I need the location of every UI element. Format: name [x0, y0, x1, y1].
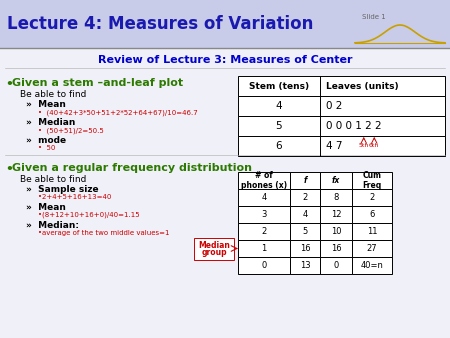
- Text: Median: Median: [198, 241, 230, 250]
- Text: »  Sample size: » Sample size: [26, 185, 99, 194]
- FancyBboxPatch shape: [290, 206, 320, 223]
- Text: 2: 2: [302, 193, 308, 202]
- FancyBboxPatch shape: [238, 76, 445, 96]
- Text: 4: 4: [276, 101, 282, 111]
- Text: group: group: [201, 248, 227, 257]
- FancyBboxPatch shape: [238, 172, 290, 189]
- Text: 2: 2: [261, 227, 266, 236]
- FancyBboxPatch shape: [194, 238, 234, 260]
- FancyBboxPatch shape: [352, 206, 392, 223]
- Text: 4: 4: [261, 193, 266, 202]
- Text: »  Median:: » Median:: [26, 221, 79, 230]
- FancyBboxPatch shape: [352, 172, 392, 189]
- Text: •(8+12+10+16+0)/40=1.15: •(8+12+10+16+0)/40=1.15: [38, 212, 140, 218]
- Text: Review of Lecture 3: Measures of Center: Review of Lecture 3: Measures of Center: [98, 55, 352, 65]
- Text: 6th: 6th: [369, 143, 379, 148]
- Text: 6: 6: [276, 141, 282, 151]
- Text: 27: 27: [367, 244, 377, 253]
- Text: »  mode: » mode: [26, 136, 66, 145]
- Text: 6: 6: [369, 210, 375, 219]
- Text: 1: 1: [261, 244, 266, 253]
- Text: 4 7: 4 7: [326, 141, 342, 151]
- Text: fx: fx: [332, 176, 340, 185]
- Text: 11: 11: [367, 227, 377, 236]
- FancyBboxPatch shape: [320, 240, 352, 257]
- FancyBboxPatch shape: [238, 136, 445, 156]
- Text: 5th: 5th: [359, 143, 369, 148]
- Text: •: •: [5, 78, 13, 91]
- Text: 16: 16: [331, 244, 341, 253]
- Text: Stem (tens): Stem (tens): [249, 81, 309, 91]
- Text: 0 0 0 1 2 2: 0 0 0 1 2 2: [326, 121, 382, 131]
- FancyBboxPatch shape: [238, 116, 445, 136]
- Text: »  Mean: » Mean: [26, 100, 66, 109]
- Text: 0: 0: [261, 261, 266, 270]
- Text: •average of the two middle values=1: •average of the two middle values=1: [38, 230, 170, 236]
- Text: f: f: [303, 176, 307, 185]
- FancyBboxPatch shape: [352, 223, 392, 240]
- FancyBboxPatch shape: [320, 223, 352, 240]
- Text: 12: 12: [331, 210, 341, 219]
- Text: 16: 16: [300, 244, 310, 253]
- Text: 0: 0: [333, 261, 338, 270]
- Text: •  50: • 50: [38, 145, 55, 151]
- FancyBboxPatch shape: [0, 0, 450, 48]
- FancyBboxPatch shape: [290, 223, 320, 240]
- FancyBboxPatch shape: [320, 206, 352, 223]
- FancyBboxPatch shape: [352, 240, 392, 257]
- Text: 10: 10: [331, 227, 341, 236]
- FancyBboxPatch shape: [352, 189, 392, 206]
- FancyBboxPatch shape: [290, 172, 320, 189]
- Text: »  Mean: » Mean: [26, 203, 66, 212]
- FancyBboxPatch shape: [290, 257, 320, 274]
- FancyBboxPatch shape: [352, 257, 392, 274]
- FancyBboxPatch shape: [238, 96, 445, 116]
- FancyBboxPatch shape: [238, 240, 290, 257]
- FancyBboxPatch shape: [320, 189, 352, 206]
- Text: Slide 1: Slide 1: [362, 14, 386, 20]
- Text: Be able to find: Be able to find: [20, 175, 86, 184]
- Text: Leaves (units): Leaves (units): [326, 81, 399, 91]
- Text: Given a stem –and-leaf plot: Given a stem –and-leaf plot: [12, 78, 183, 88]
- FancyBboxPatch shape: [238, 189, 290, 206]
- Text: 5: 5: [302, 227, 308, 236]
- Text: •  (40+42+3*50+51+2*52+64+67)/10=46.7: • (40+42+3*50+51+2*52+64+67)/10=46.7: [38, 109, 198, 116]
- FancyBboxPatch shape: [290, 240, 320, 257]
- FancyBboxPatch shape: [290, 189, 320, 206]
- Text: •2+4+5+16+13=40: •2+4+5+16+13=40: [38, 194, 112, 200]
- Text: 3: 3: [261, 210, 267, 219]
- Text: Cum
Freq: Cum Freq: [362, 171, 382, 190]
- Text: »  Median: » Median: [26, 118, 76, 127]
- FancyBboxPatch shape: [238, 223, 290, 240]
- Text: •: •: [5, 163, 13, 176]
- Text: Given a regular frequency distribution: Given a regular frequency distribution: [12, 163, 252, 173]
- Text: 4: 4: [302, 210, 308, 219]
- Text: # of
phones (x): # of phones (x): [241, 171, 287, 190]
- Text: Lecture 4: Measures of Variation: Lecture 4: Measures of Variation: [7, 15, 313, 33]
- Text: 2: 2: [369, 193, 374, 202]
- FancyBboxPatch shape: [238, 206, 290, 223]
- FancyBboxPatch shape: [238, 257, 290, 274]
- Text: 0 2: 0 2: [326, 101, 342, 111]
- Text: 13: 13: [300, 261, 310, 270]
- Text: 8: 8: [333, 193, 339, 202]
- FancyBboxPatch shape: [320, 172, 352, 189]
- Text: 5: 5: [276, 121, 282, 131]
- Text: Be able to find: Be able to find: [20, 90, 86, 99]
- Text: •  (50+51)/2=50.5: • (50+51)/2=50.5: [38, 127, 104, 134]
- Text: 40=n: 40=n: [360, 261, 383, 270]
- FancyBboxPatch shape: [320, 257, 352, 274]
